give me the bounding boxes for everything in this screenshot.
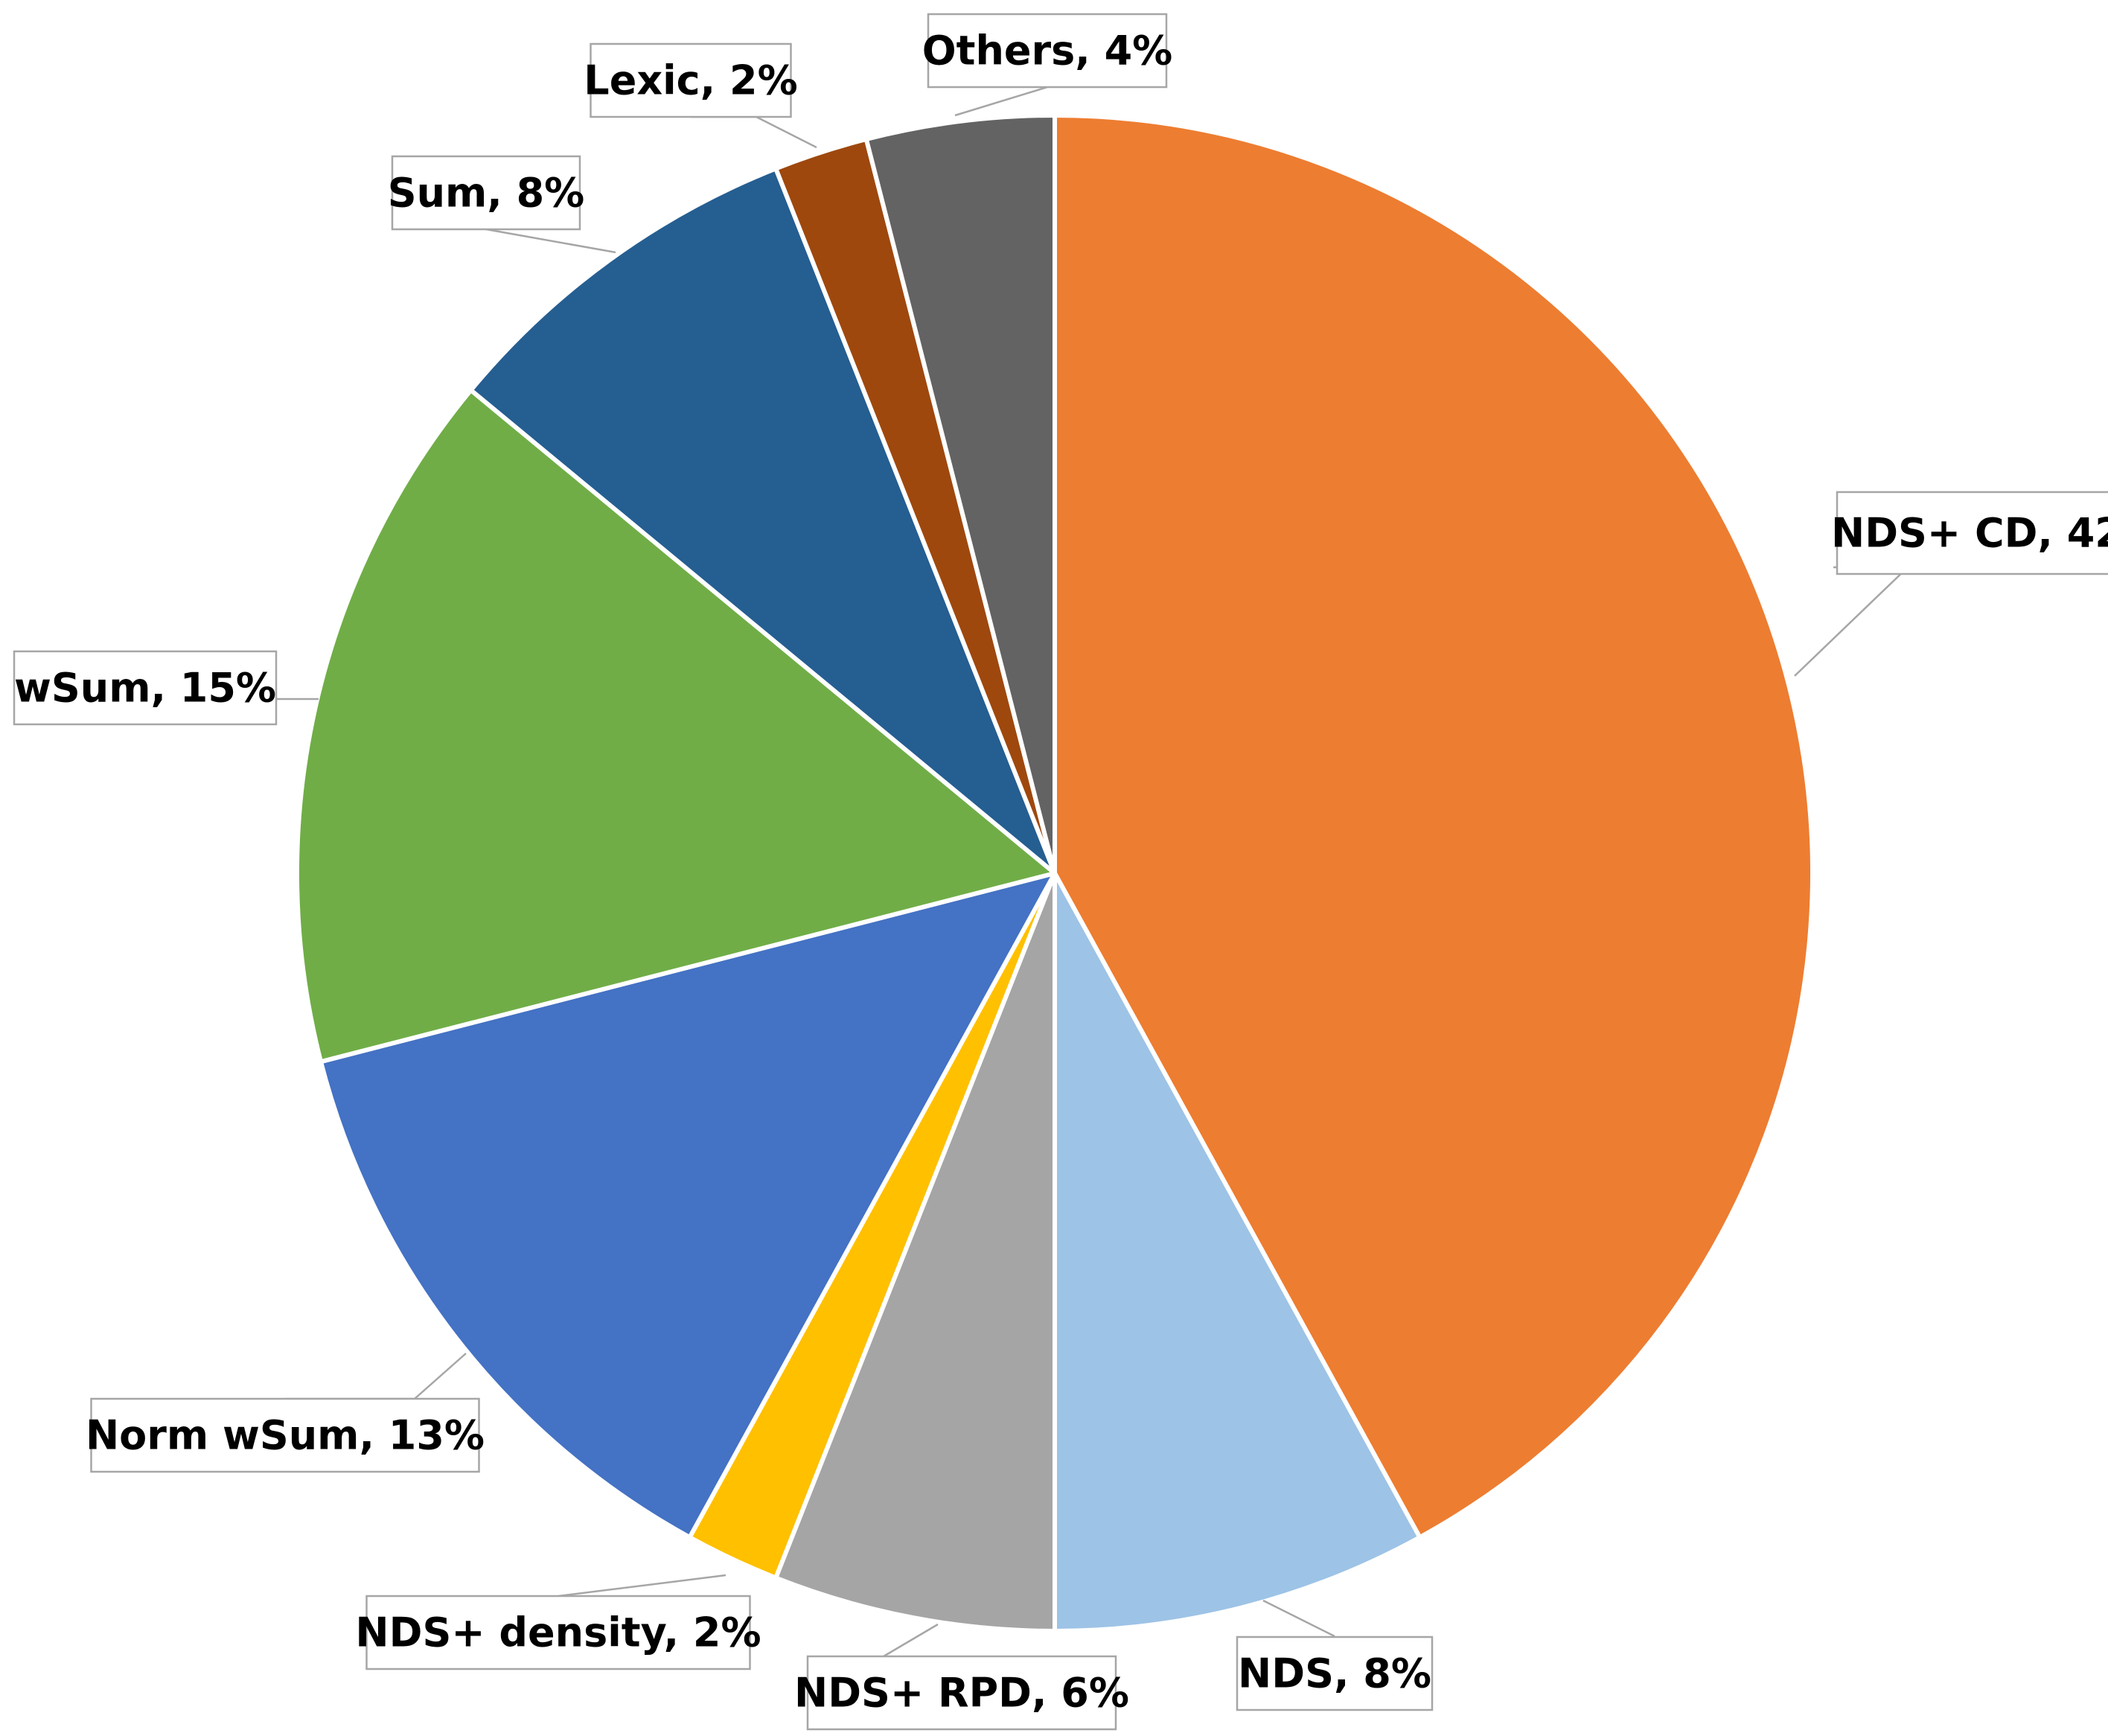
pie-slice-nds-rpd <box>773 871 1057 1633</box>
data-label-box <box>927 13 1168 89</box>
label-leader-line <box>1794 566 1911 677</box>
data-label-box <box>806 1655 1117 1731</box>
data-label-nds-density: NDS+ density, 2% <box>355 1609 761 1656</box>
data-label-nds-cd: NDS+ CD, 42% <box>1831 510 2108 557</box>
label-leader-line <box>558 1574 726 1598</box>
pie-slice-wsum <box>295 388 1057 1065</box>
pie-slice-others <box>863 113 1057 875</box>
pie-slice-nds <box>1053 871 1422 1633</box>
pie-slice-nds-cd <box>1053 113 1815 1540</box>
data-label-nds-rpd: NDS+ RPD, 6% <box>794 1670 1129 1717</box>
data-label-sum: Sum, 8% <box>388 170 585 217</box>
pie-slice-sum <box>468 166 1057 875</box>
data-label-box <box>1236 1636 1434 1711</box>
label-leader-line <box>954 86 1048 117</box>
data-label-wsum: wSum, 15% <box>14 665 276 712</box>
label-leader-line <box>485 228 616 254</box>
data-label-norm-wsum: Norm wSum, 13% <box>86 1412 485 1459</box>
data-label-box <box>391 155 581 231</box>
data-label-lexic: Lexic, 2% <box>584 57 797 104</box>
data-label-box <box>13 650 278 726</box>
data-label-box <box>90 1397 480 1473</box>
pie-slices <box>295 113 1815 1633</box>
data-label-others: Others, 4% <box>922 28 1173 74</box>
data-label-nds: NDS, 8% <box>1238 1650 1431 1697</box>
pie-labels: NDS+ CD, 42% NDS, 8% NDS+ RPD, 6% NDS+ dens… <box>13 13 2108 1731</box>
label-leader-line <box>883 1623 939 1658</box>
label-leader-line <box>1262 1599 1335 1638</box>
pie-slice-norm-wsum <box>318 871 1057 1540</box>
data-label-box <box>590 42 792 118</box>
label-leader-line <box>285 1353 467 1400</box>
data-label-box <box>1836 491 2108 575</box>
label-leader-line <box>691 115 817 149</box>
data-label-box <box>365 1595 751 1670</box>
